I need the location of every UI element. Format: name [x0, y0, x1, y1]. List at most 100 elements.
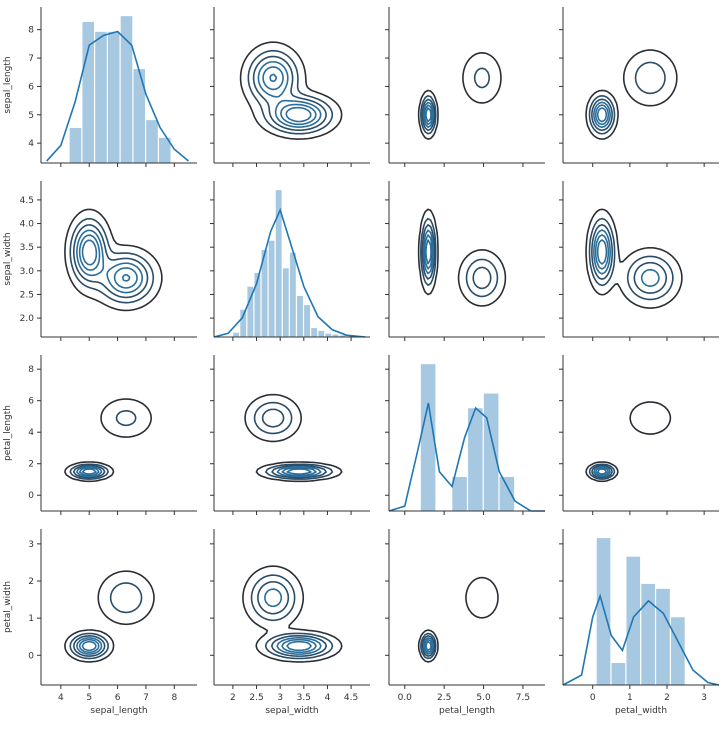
y-axis-label: petal_width — [3, 581, 13, 633]
kde-contour-level — [421, 98, 436, 132]
histogram-bar — [451, 476, 468, 512]
kde-contour-level — [594, 234, 610, 270]
x-tick-label: 7.5 — [516, 693, 530, 703]
kde-contour-level — [64, 398, 152, 483]
kde-contour-level — [69, 217, 155, 304]
histogram-bar — [596, 537, 611, 686]
kde-contour-level — [64, 208, 163, 312]
kde-contour-level — [425, 239, 432, 265]
y-tick-label: 7 — [28, 54, 34, 64]
x-tick-label: 3 — [277, 693, 283, 703]
histogram-bar — [282, 267, 290, 338]
y-tick-label: 4 — [28, 139, 34, 149]
kde-contour-level — [72, 635, 106, 657]
kde-curve — [213, 207, 366, 338]
histogram-bar — [317, 330, 325, 338]
x-tick-label: 5 — [86, 693, 92, 703]
panel-petal_length-vs-sepal_width — [210, 355, 370, 515]
panel-sepal_width-vs-sepal_length — [37, 181, 197, 341]
panel-sepal_width-vs-petal_width — [559, 181, 719, 341]
panel-petal_width-vs-sepal_width — [210, 529, 370, 689]
kde-contour-level — [593, 466, 611, 478]
kde-contour-level — [417, 576, 499, 663]
y-tick-label: 8 — [28, 26, 34, 36]
histogram-bar — [268, 240, 276, 338]
kde-contour-level — [422, 637, 434, 655]
kde-curve — [562, 593, 720, 686]
kde-contour-level — [417, 208, 507, 307]
kde-contour-level — [585, 208, 683, 309]
x-tick-label: 2.5 — [249, 693, 263, 703]
y-tick-label: 4.0 — [20, 220, 35, 230]
y-tick-label: 0 — [28, 651, 34, 661]
y-tick-label: 3.5 — [20, 243, 34, 253]
panel-petal_length-vs-petal_length — [385, 355, 545, 515]
kde-contour-level — [286, 640, 312, 652]
histogram-bar — [132, 68, 146, 164]
kde-contour-level — [423, 104, 433, 126]
panel-sepal_length-vs-petal_length — [385, 7, 545, 167]
kde-contour-level — [81, 640, 97, 652]
kde-curve — [388, 402, 545, 512]
kde-contour-level — [423, 638, 433, 654]
kde-contour-level — [594, 104, 610, 126]
histogram-bar — [94, 31, 108, 164]
kde-contour-level — [585, 49, 678, 140]
histogram-bar — [324, 333, 332, 338]
x-tick-label: 2.5 — [437, 693, 451, 703]
kde-contour-level — [594, 467, 610, 477]
histogram-bar — [625, 556, 641, 686]
panel-petal_width-vs-petal_length — [385, 529, 545, 689]
kde-contour-level — [257, 580, 328, 657]
y-tick-label: 1 — [28, 614, 34, 624]
kde-contour-level — [69, 582, 143, 660]
kde-contour-level — [422, 101, 434, 128]
kde-contour-level — [269, 73, 312, 123]
kde-contour-level — [281, 467, 317, 477]
panel-petal_length-vs-sepal_length — [37, 355, 197, 515]
x-tick-label: 2 — [230, 693, 236, 703]
y-tick-label: 3.0 — [20, 267, 35, 277]
kde-contour-level — [257, 60, 322, 128]
x-axis-label: sepal_width — [265, 706, 318, 716]
kde-contour-level — [250, 574, 334, 660]
kde-contour-level — [596, 239, 608, 265]
y-tick-label: 0 — [28, 491, 34, 501]
x-tick-label: 3 — [701, 693, 707, 703]
kde-contour-level — [585, 401, 672, 483]
x-tick-label: 8 — [171, 693, 177, 703]
kde-contour-level — [242, 565, 343, 663]
kde-contour-level — [239, 41, 343, 140]
x-axis-label: sepal_length — [90, 706, 147, 716]
y-tick-label: 2 — [28, 460, 34, 470]
kde-contour-level — [69, 409, 137, 480]
kde-contour-level — [64, 570, 155, 663]
kde-contour-level — [78, 467, 100, 477]
kde-contour-level — [262, 66, 317, 126]
kde-contour-level — [72, 224, 149, 299]
y-tick-label: 5 — [28, 111, 34, 121]
kde-contour-level — [425, 107, 432, 123]
kde-contour-level — [423, 234, 433, 270]
panel-petal_length-vs-petal_width — [559, 355, 719, 515]
kde-contour-level — [252, 55, 327, 132]
panel-sepal_length-vs-sepal_length — [37, 7, 197, 167]
kde-contour-level — [420, 632, 437, 660]
kde-contour-level — [588, 217, 674, 301]
histogram-bar — [303, 304, 311, 338]
kde-contour-level — [76, 229, 144, 294]
panel-sepal_length-vs-sepal_width — [210, 7, 370, 167]
kde-contour-level — [81, 468, 97, 475]
kde-contour-level — [76, 637, 103, 655]
x-tick-label: 4 — [58, 693, 64, 703]
kde-contour-level — [591, 98, 613, 132]
x-tick-label: 7 — [143, 693, 149, 703]
kde-contour-level — [76, 466, 103, 478]
x-tick-label: 2 — [664, 693, 670, 703]
kde-contour-level — [593, 101, 611, 128]
kde-contour-level — [593, 229, 660, 287]
histogram-bar — [120, 15, 133, 164]
kde-contour-level — [286, 468, 312, 475]
kde-curve — [46, 30, 190, 162]
x-tick-label: 4 — [325, 693, 331, 703]
